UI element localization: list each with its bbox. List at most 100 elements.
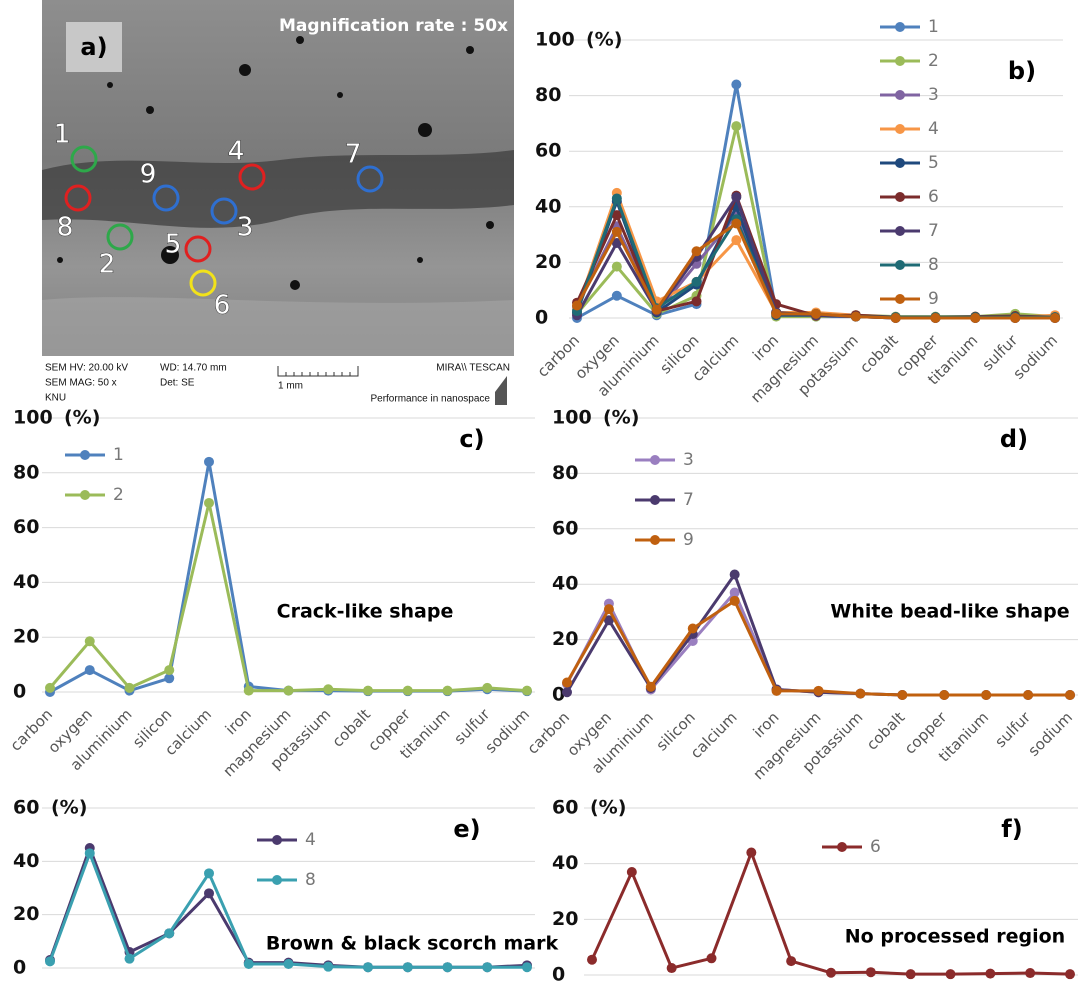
legend-marker	[272, 875, 282, 885]
footer-text: SEM MAG: 50 x	[45, 378, 117, 389]
y-tick-label: 80	[552, 462, 578, 484]
x-tick-label: iron	[222, 705, 255, 738]
y-tick-label: 40	[13, 850, 39, 872]
legend-label: 8	[305, 870, 316, 890]
data-point	[443, 686, 453, 696]
data-point	[667, 963, 677, 973]
y-tick-label: 0	[535, 307, 548, 329]
y-tick-label: 40	[552, 852, 578, 874]
data-point	[730, 570, 740, 580]
data-point	[855, 689, 865, 699]
y-tick-label: 80	[535, 84, 561, 106]
legend-marker	[895, 260, 905, 270]
x-tick-label: iron	[750, 708, 783, 741]
y-tick-label: 100	[552, 407, 592, 429]
marker-label: 2	[99, 250, 116, 280]
y-tick-label: 80	[13, 461, 39, 483]
legend-label: 9	[683, 530, 694, 550]
data-point	[851, 312, 861, 322]
annotation: Crack-like shape	[277, 601, 454, 623]
data-point	[786, 956, 796, 966]
legend-marker	[650, 535, 660, 545]
footer-text: SEM HV: 20.00 kV	[45, 363, 128, 374]
data-point	[772, 686, 782, 696]
footer-text: 1 mm	[278, 381, 303, 392]
data-point	[45, 956, 55, 966]
data-point	[688, 624, 698, 634]
legend-label: 3	[928, 85, 939, 105]
panel-label: b)	[1008, 57, 1036, 85]
data-point	[652, 305, 662, 315]
legend-marker	[895, 124, 905, 134]
legend-label: 9	[928, 289, 939, 309]
y-unit: (%)	[64, 407, 100, 429]
data-point	[612, 193, 622, 203]
footer-text: Det: SE	[160, 378, 195, 389]
data-point	[731, 235, 741, 245]
data-point	[826, 968, 836, 978]
data-point	[612, 262, 622, 272]
legend-label: 3	[683, 450, 694, 470]
y-tick-label: 20	[13, 903, 39, 925]
data-point	[692, 277, 702, 287]
marker-label: 8	[57, 213, 74, 243]
marker-label: 1	[54, 120, 71, 150]
data-point	[323, 684, 333, 694]
x-tick-label: sodium	[1010, 331, 1061, 382]
figure: a) Magnification rate : 50x 123456789SEM…	[0, 0, 1081, 987]
caption: Magnification rate : 50x	[279, 16, 508, 36]
legend-marker	[272, 835, 282, 845]
legend-marker	[895, 90, 905, 100]
data-point	[1050, 313, 1060, 323]
data-point	[692, 246, 702, 256]
data-point	[646, 682, 656, 692]
data-point	[985, 969, 995, 979]
marker-label: 3	[237, 213, 254, 243]
legend-label: 2	[928, 51, 939, 71]
series-line	[50, 503, 527, 691]
legend-marker	[895, 56, 905, 66]
data-point	[731, 79, 741, 89]
data-point	[866, 967, 876, 977]
y-tick-label: 20	[552, 628, 578, 650]
y-tick-label: 100	[535, 29, 575, 51]
data-point	[323, 962, 333, 972]
data-point	[1025, 968, 1035, 978]
data-point	[771, 309, 781, 319]
legend-marker	[650, 455, 660, 465]
series-line	[577, 201, 1055, 318]
data-point	[125, 683, 135, 693]
legend-marker	[895, 226, 905, 236]
data-point	[482, 962, 492, 972]
annotation: No processed region	[845, 926, 1065, 948]
y-tick-label: 20	[552, 908, 578, 930]
y-unit: (%)	[586, 29, 622, 51]
data-point	[85, 848, 95, 858]
y-unit: (%)	[51, 797, 87, 819]
data-point	[1010, 313, 1020, 323]
y-unit: (%)	[603, 407, 639, 429]
data-point	[612, 291, 622, 301]
legend-marker	[650, 495, 660, 505]
data-point	[443, 962, 453, 972]
x-tick-label: calcium	[687, 708, 741, 762]
legend-marker	[80, 490, 90, 500]
data-point	[284, 959, 294, 969]
legend-label: 7	[928, 221, 939, 241]
legend-label: 2	[113, 485, 124, 505]
annotation: Brown & black scorch mark	[266, 933, 559, 955]
sem-image: a) Magnification rate : 50x	[42, 0, 514, 408]
data-point	[731, 121, 741, 131]
data-point	[612, 227, 622, 237]
panel-label: c)	[459, 425, 484, 453]
data-point	[707, 953, 717, 963]
data-point	[730, 596, 740, 606]
panel-label: d)	[1000, 425, 1028, 453]
data-point	[939, 690, 949, 700]
y-tick-label: 40	[535, 195, 561, 217]
data-point	[981, 690, 991, 700]
legend-marker	[80, 450, 90, 460]
series-line	[567, 575, 1070, 695]
panel-label: e)	[453, 815, 480, 843]
legend-label: 1	[113, 445, 124, 465]
